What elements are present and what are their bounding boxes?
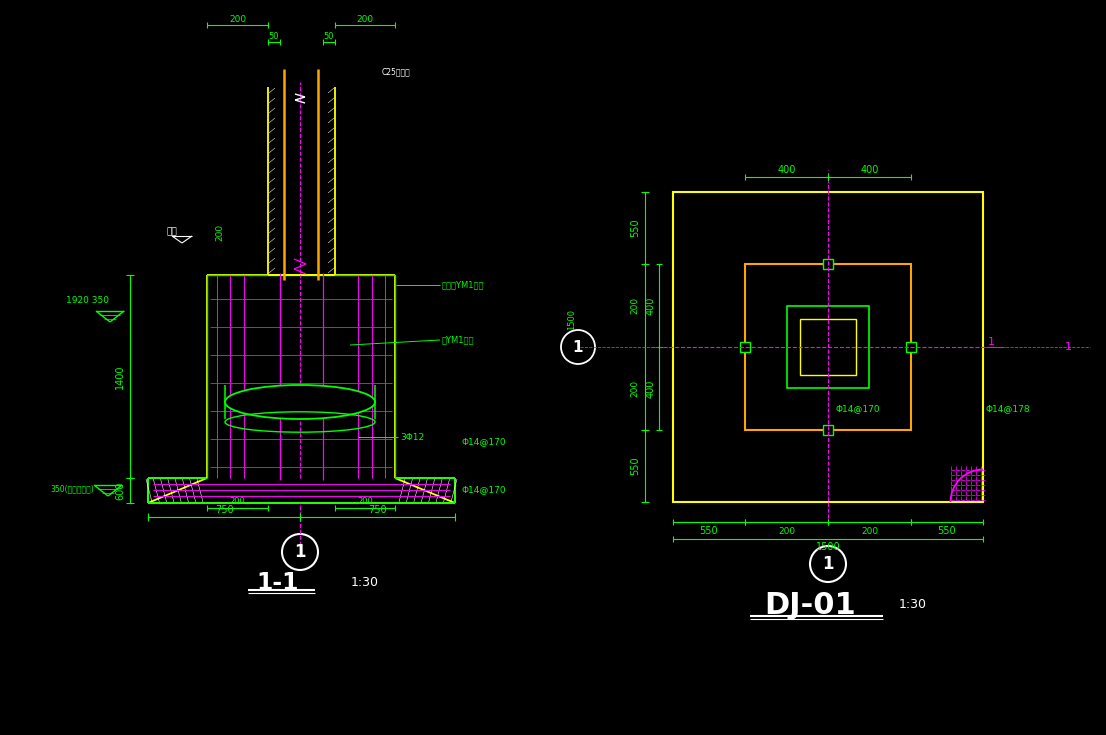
Text: Φ14@170: Φ14@170: [462, 437, 507, 446]
Text: 200: 200: [229, 15, 246, 24]
Text: 1500: 1500: [816, 542, 841, 552]
Text: 1500: 1500: [567, 309, 576, 329]
Text: 1: 1: [573, 340, 583, 354]
Text: 200: 200: [860, 526, 878, 536]
Text: 550: 550: [630, 456, 640, 476]
Ellipse shape: [225, 385, 375, 419]
Text: 1: 1: [822, 555, 834, 573]
Text: 400: 400: [778, 165, 795, 175]
Text: Φ14@178: Φ14@178: [987, 404, 1031, 414]
Text: Φ14@170: Φ14@170: [462, 486, 507, 495]
Text: 1-1: 1-1: [257, 571, 300, 595]
Text: 1: 1: [988, 337, 995, 347]
Text: DJ-01: DJ-01: [764, 590, 856, 620]
Text: 钢筋筒YM1详图: 钢筋筒YM1详图: [442, 281, 484, 290]
Bar: [823, 425, 833, 435]
Text: C25混凝土: C25混凝土: [382, 68, 410, 76]
Text: 1920 350: 1920 350: [66, 295, 109, 304]
Text: 1:30: 1:30: [351, 576, 379, 589]
Text: 50: 50: [269, 32, 279, 40]
Text: 垫层: 垫层: [167, 228, 177, 237]
Text: 1: 1: [294, 543, 305, 561]
Text: 50: 50: [324, 32, 334, 40]
Bar: [800, 319, 856, 375]
Text: 200: 200: [630, 297, 639, 314]
Text: 400: 400: [860, 165, 878, 175]
Text: 750: 750: [368, 505, 387, 515]
Text: 1400: 1400: [115, 365, 125, 389]
Text: 1:30: 1:30: [899, 598, 927, 612]
Text: 550: 550: [938, 526, 957, 536]
Bar: [745, 264, 911, 430]
Text: 200: 200: [356, 15, 374, 24]
Text: 筒YM1详图: 筒YM1详图: [442, 335, 474, 345]
Text: 200: 200: [230, 498, 246, 506]
Text: 350(地下室结构): 350(地下室结构): [50, 484, 94, 493]
Bar: [823, 259, 833, 269]
Text: 200: 200: [630, 380, 639, 397]
Bar: [672, 192, 983, 502]
Text: 600: 600: [115, 481, 125, 500]
Bar: [787, 306, 869, 388]
Text: 1: 1: [1064, 342, 1072, 352]
Text: 400: 400: [646, 296, 656, 315]
Text: 550: 550: [630, 219, 640, 237]
Text: Φ14@170: Φ14@170: [836, 404, 880, 414]
Text: 200: 200: [778, 526, 795, 536]
Text: 400: 400: [646, 379, 656, 398]
Bar: [740, 342, 750, 352]
Text: 3Φ12: 3Φ12: [400, 432, 424, 442]
Text: 550: 550: [700, 526, 718, 536]
Text: 200: 200: [357, 498, 373, 506]
Text: 200: 200: [216, 223, 225, 240]
Text: 750: 750: [215, 505, 233, 515]
Bar: [906, 342, 916, 352]
